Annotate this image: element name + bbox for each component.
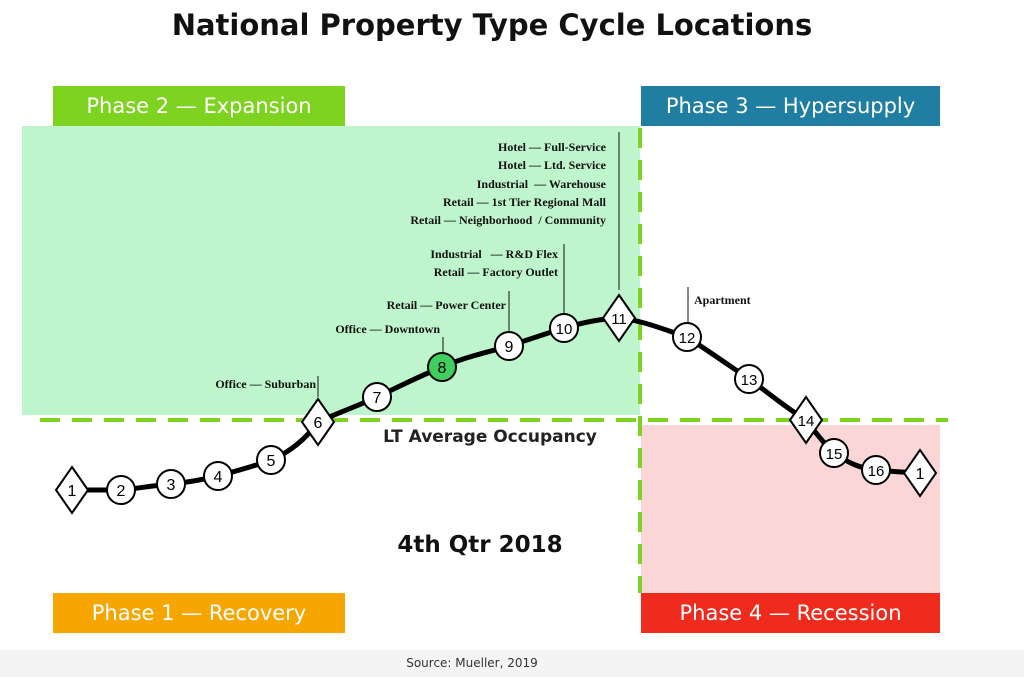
- point-circle: [156, 469, 186, 499]
- phase2-label: Phase 2 — Expansion: [53, 86, 345, 126]
- point-diamond: [601, 293, 637, 343]
- annotation-industrial-warehouse: Industrial — Warehouse: [476, 177, 606, 191]
- point-diamond: [54, 465, 90, 515]
- annotation-retail-factory-outlet: Retail — Factory Outlet: [433, 265, 558, 279]
- annotation-retail-neighborhood: Retail — Neighborhood / Community: [410, 213, 606, 227]
- cycle-point-10: 10: [549, 313, 579, 343]
- annotation-retail-power-center: Retail — Power Center: [386, 298, 506, 312]
- phase4-label: Phase 4 — Recession: [641, 593, 940, 633]
- point-label: 16: [868, 463, 885, 480]
- point-label: 10: [556, 321, 573, 338]
- cycle-point-1: 1: [54, 465, 90, 515]
- point-label: 14: [798, 413, 815, 430]
- point-label: 2: [117, 483, 126, 500]
- point-circle: [549, 313, 579, 343]
- cycle-point-13: 13: [734, 364, 764, 394]
- point-label: 15: [826, 446, 843, 463]
- footer-band: [0, 650, 1024, 677]
- point-circle: [256, 445, 286, 475]
- cycle-point-4: 4: [203, 461, 233, 491]
- point-label: 8: [438, 360, 447, 377]
- point-label: 6: [314, 415, 323, 432]
- cycle-point-7: 7: [362, 382, 392, 412]
- cycle-point-8: 8: [427, 352, 457, 382]
- cycle-point-14: 14: [788, 395, 824, 445]
- phase1-label: Phase 1 — Recovery: [53, 593, 345, 633]
- annotation-apartment: Apartment: [694, 293, 751, 307]
- annotation-industrial-flex: Industrial — R&D Flex: [430, 247, 558, 261]
- point-circle: [672, 322, 702, 352]
- point-label: 12: [679, 330, 696, 347]
- point-circle: [494, 331, 524, 361]
- point-label: 3: [167, 477, 176, 494]
- point-label: 1: [916, 466, 925, 483]
- cycle-point-6: 6: [300, 397, 336, 447]
- point-circle: [203, 461, 233, 491]
- source-note: Source: Mueller, 2019: [406, 656, 538, 670]
- expansion-zone: [22, 126, 640, 415]
- cycle-point-17: 1: [902, 448, 938, 498]
- annotation-hotel-ltd-service: Hotel — Ltd. Service: [498, 158, 606, 172]
- point-label: 4: [214, 469, 223, 486]
- point-label: 1: [68, 483, 77, 500]
- cycle-curve: [72, 315, 921, 493]
- recession-zone: [641, 425, 940, 593]
- point-label: 13: [741, 372, 758, 389]
- point-label: 7: [373, 390, 382, 407]
- point-label: 11: [611, 311, 627, 328]
- annotation-office-suburban: Office — Suburban: [215, 377, 316, 391]
- quarter-label: 4th Qtr 2018: [397, 532, 563, 558]
- cycle-point-5: 5: [256, 445, 286, 475]
- cycle-point-15: 15: [819, 438, 849, 468]
- point-circle: [427, 352, 457, 382]
- point-diamond: [300, 397, 336, 447]
- point-circle: [734, 364, 764, 394]
- point-circle: [106, 475, 136, 505]
- annotation-hotel-full-service: Hotel — Full-Service: [498, 140, 606, 154]
- cycle-point-11: 11: [601, 293, 637, 343]
- point-label: 9: [505, 339, 514, 356]
- cycle-point-3: 3: [156, 469, 186, 499]
- annotation-retail-regional-mall: Retail — 1st Tier Regional Mall: [443, 195, 606, 209]
- lt-average-label: LT Average Occupancy: [383, 427, 597, 447]
- point-diamond: [788, 395, 824, 445]
- point-diamond: [902, 448, 938, 498]
- cycle-point-9: 9: [494, 331, 524, 361]
- cycle-point-2: 2: [106, 475, 136, 505]
- phase3-label: Phase 3 — Hypersupply: [641, 86, 940, 126]
- cycle-point-16: 16: [861, 455, 891, 485]
- point-circle: [861, 455, 891, 485]
- point-label: 5: [267, 453, 276, 470]
- annotation-office-downtown: Office — Downtown: [335, 322, 440, 336]
- cycle-point-12: 12: [672, 322, 702, 352]
- point-circle: [819, 438, 849, 468]
- page-title: National Property Type Cycle Locations: [171, 8, 813, 42]
- point-circle: [362, 382, 392, 412]
